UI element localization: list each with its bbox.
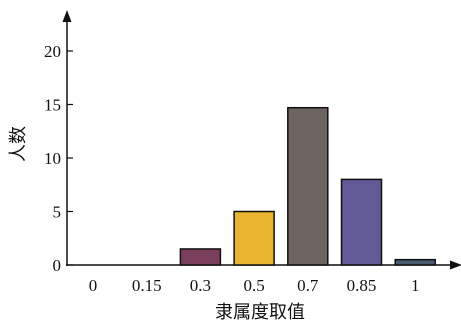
y-tick-label: 20 [44,42,61,61]
bars [179,106,436,266]
y-axis-arrow [62,10,72,22]
bar-1 [394,258,436,266]
x-ticks: 0 0.15 0.3 0.5 0.7 0.85 1 [89,276,420,295]
x-axis-title: 隶属度取值 [215,302,305,323]
y-ticks: 0 5 10 15 20 [44,42,73,275]
y-tick-label: 15 [44,96,61,115]
x-tick-label: 0.3 [190,276,211,295]
x-axis-arrow [450,260,461,270]
bar-0.7 [287,106,329,266]
x-tick-label: 0.15 [132,276,162,295]
bar-0.5 [233,210,275,266]
y-axis-title: 人数 [8,126,29,162]
x-tick-label: 0 [89,276,98,295]
x-tick-label: 0.85 [347,276,377,295]
x-tick-label: 1 [411,276,420,295]
x-tick-label: 0.7 [297,276,319,295]
bar-0.85 [340,178,383,266]
y-tick-label: 10 [44,149,61,168]
y-tick-label: 0 [53,256,62,275]
bar-0.3 [179,248,222,266]
x-tick-label: 0.5 [243,276,264,295]
y-tick-label: 5 [53,203,62,222]
